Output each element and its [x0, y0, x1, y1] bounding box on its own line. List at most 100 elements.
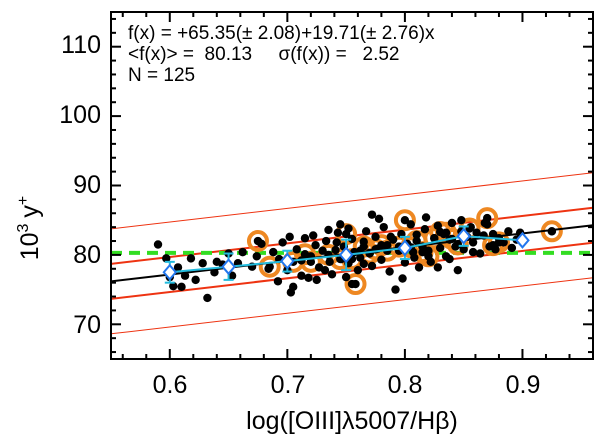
data-point-79: [447, 218, 457, 228]
band-line-3: [111, 172, 593, 230]
data-point-116: [285, 232, 294, 242]
x-tick-label-1: 0.7: [271, 371, 306, 399]
data-point-60: [391, 285, 400, 294]
data-point-39: [331, 245, 340, 255]
highlight-point-21: [430, 234, 439, 243]
data-point-47: [353, 265, 363, 275]
data-point-111: [445, 254, 454, 264]
data-point-109: [421, 213, 431, 222]
data-point-17: [238, 247, 247, 257]
y-tick-label-0: 70: [73, 311, 101, 339]
binned-layer: [162, 225, 530, 284]
data-point-1: [162, 254, 171, 263]
x-tick-label-3: 0.9: [506, 371, 541, 399]
data-point-27: [289, 282, 298, 292]
data-point-100: [312, 275, 321, 285]
data-point-96: [504, 227, 513, 236]
ticks-layer: [111, 12, 593, 359]
data-point-40: [333, 228, 343, 237]
highlight-point-3: [300, 250, 310, 259]
data-point-104: [359, 259, 368, 269]
annotation-mean: <f(x)> = 80.13 σ(f(x)) = 2.52: [128, 44, 400, 65]
y-axis-label-exp: 3: [15, 223, 32, 232]
y-tick-label-1: 80: [73, 241, 101, 269]
binned-diamond-5: [456, 227, 472, 245]
binned-diamond-0: [162, 263, 178, 281]
data-point-115: [273, 277, 283, 286]
data-point-107: [398, 274, 407, 283]
highlight-point-20: [424, 252, 433, 261]
y-axis-label-var: y: [16, 205, 44, 218]
data-point-119: [320, 265, 330, 275]
data-point-35: [318, 246, 327, 255]
data-point-70: [420, 225, 430, 234]
x-tick-label-2: 0.8: [388, 371, 423, 399]
y-tick-label-2: 90: [73, 171, 101, 199]
band-line-0: [111, 277, 593, 335]
data-point-22: [269, 247, 278, 257]
y-axis-label: 103 y+: [15, 196, 44, 261]
data-point-5: [177, 282, 186, 292]
data-point-112: [457, 216, 466, 225]
binned-diamond-1: [221, 258, 236, 276]
data-point-88: [475, 249, 485, 258]
highlight-point-13: [377, 240, 386, 250]
y-tick-label-4: 110: [61, 31, 101, 59]
data-point-75: [435, 243, 445, 253]
data-point-117: [297, 271, 306, 280]
data-point-102: [336, 220, 345, 229]
data-point-43: [341, 272, 351, 282]
highlight-point-19: [418, 247, 427, 257]
data-point-87: [472, 228, 481, 237]
data-point-120: [332, 238, 341, 247]
data-point-58: [385, 267, 394, 276]
highlight-point-18: [412, 236, 421, 246]
highlight-point-16: [400, 216, 410, 225]
binned-diamond-3: [338, 246, 354, 264]
annotation-n: N = 125: [128, 65, 195, 86]
data-point-67: [412, 230, 421, 239]
data-point-3: [169, 281, 178, 291]
data-point-83: [459, 245, 468, 254]
y-axis-label-sup: +: [15, 196, 32, 205]
highlight-point-10: [359, 242, 368, 251]
data-point-108: [410, 253, 419, 262]
y-tick-label-3: 100: [59, 101, 101, 129]
data-point-50: [361, 227, 371, 236]
highlight-ring-0: [246, 230, 269, 253]
data-point-63: [400, 258, 410, 267]
highlight-point-23: [441, 228, 451, 237]
data-point-48: [356, 253, 365, 262]
highlight-point-29: [494, 238, 504, 247]
data-point-4: [173, 263, 183, 272]
highlight-point-27: [482, 213, 492, 223]
data-point-68: [414, 263, 424, 272]
data-point-105: [374, 214, 384, 224]
data-point-97: [507, 243, 517, 253]
data-point-81: [453, 265, 463, 275]
binned-diamond-6: [515, 231, 530, 249]
highlight-ring-9: [344, 273, 367, 296]
y-axis-label-base: 10: [16, 232, 44, 260]
data-point-110: [433, 263, 443, 272]
data-point-28: [292, 245, 301, 254]
data-point-24: [278, 238, 287, 247]
highlight-point-9: [351, 279, 360, 289]
data-point-56: [379, 222, 388, 232]
data-point-53: [371, 232, 380, 242]
annotation-fit: f(x) = +65.35(± 2.08)+19.71(± 2.76)x: [128, 23, 435, 44]
data-point-7: [186, 254, 196, 263]
data-point-8: [191, 275, 200, 285]
data-point-0: [153, 240, 163, 249]
data-point-55: [377, 255, 386, 264]
data-point-9: [198, 259, 207, 268]
data-point-36: [321, 236, 331, 246]
data-point-10: [203, 293, 212, 303]
data-point-65: [406, 220, 415, 229]
data-point-101: [324, 225, 333, 235]
data-point-118: [309, 231, 318, 240]
data-point-37: [325, 257, 334, 267]
highlight-ring-1: [258, 255, 281, 278]
data-point-123: [367, 210, 377, 219]
x-axis-label: log([OIII]λ5007/Hβ): [246, 407, 458, 435]
